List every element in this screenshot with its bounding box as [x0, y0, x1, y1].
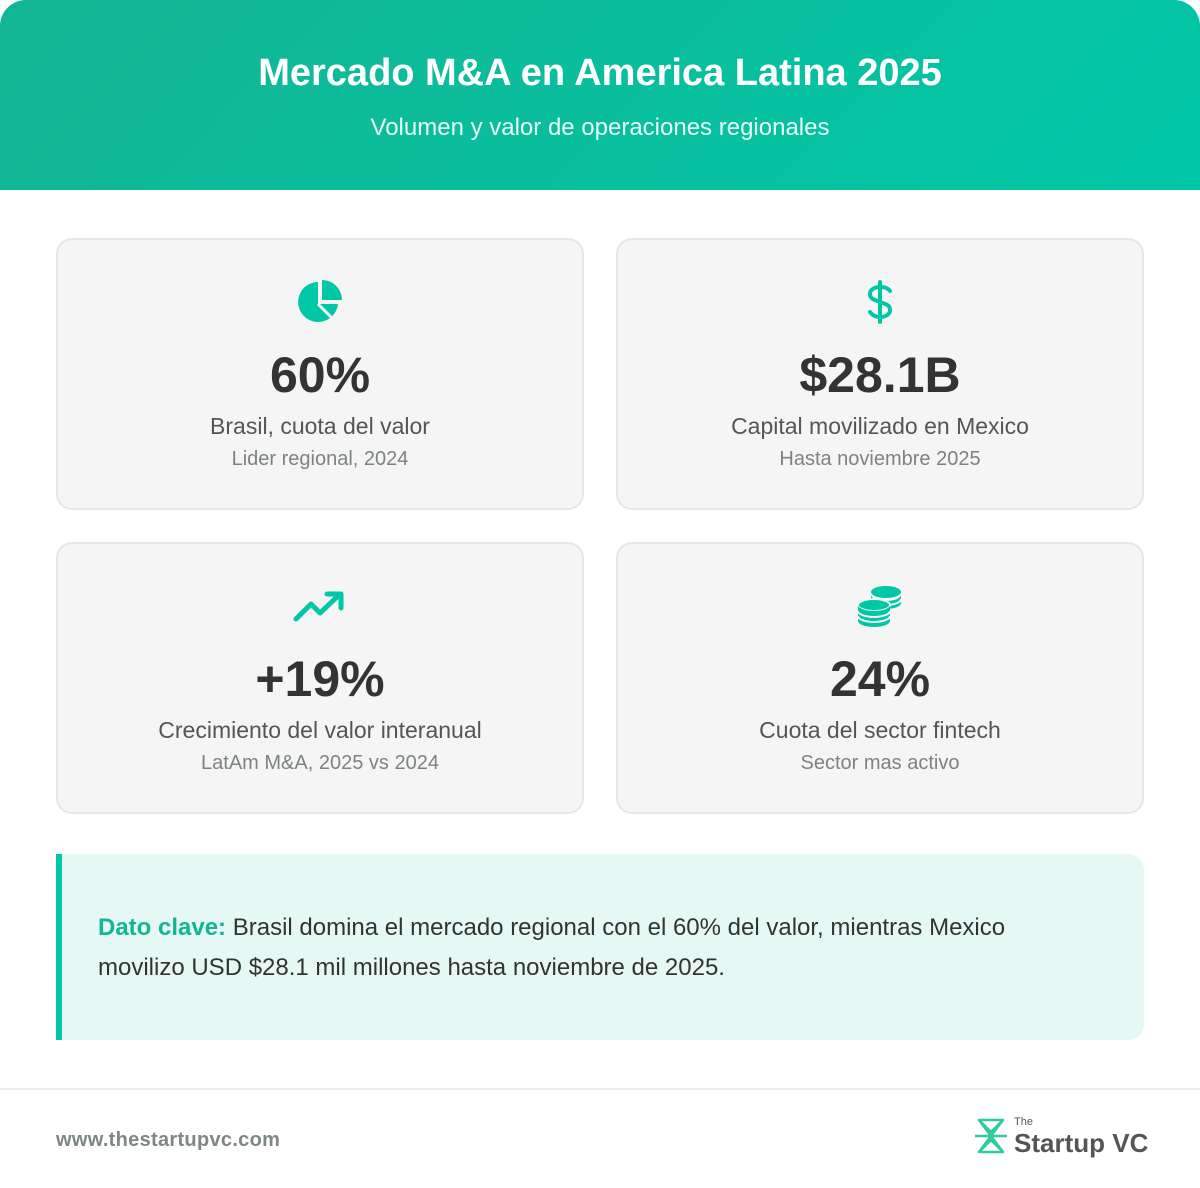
page-subtitle: Volumen y valor de operaciones regionale…	[370, 114, 830, 141]
stat-card-brasil: 60% Brasil, cuota del valor Lider region…	[56, 238, 584, 510]
stat-card-mexico: $28.1B Capital movilizado en Mexico Hast…	[616, 238, 1144, 510]
stat-value: +19%	[255, 651, 385, 707]
dollar-sign-icon	[618, 278, 1142, 326]
logo-the-text: The	[1014, 1116, 1033, 1128]
logo-mark-icon	[975, 1118, 1007, 1154]
insight-key-label: Dato clave:	[98, 914, 227, 941]
startupvc-logo: The Startup VC	[974, 1116, 1148, 1160]
stat-label: Cuota del sector fintech	[759, 717, 1001, 743]
trending-up-icon	[58, 582, 582, 630]
stat-label: Brasil, cuota del valor	[210, 413, 430, 439]
stat-card-growth: +19% Crecimiento del valor interanual La…	[56, 542, 584, 814]
stat-label: Capital movilizado en Mexico	[731, 413, 1029, 439]
stat-value: 60%	[269, 347, 371, 403]
stat-label: Crecimiento del valor interanual	[158, 717, 482, 743]
stat-sublabel: Sector mas activo	[800, 752, 960, 774]
stat-value: $28.1B	[799, 347, 961, 403]
footer: www.thestartupvc.com The Startup VC	[0, 1088, 1200, 1188]
stat-sublabel: Lider regional, 2024	[231, 448, 409, 470]
coins-icon	[618, 582, 1142, 630]
logo-name-text: Startup VC	[1014, 1128, 1149, 1158]
stat-sublabel: Hasta noviembre 2025	[779, 448, 981, 470]
stat-value: 24%	[829, 651, 931, 707]
page-title: Mercado M&A en America Latina 2025	[258, 52, 942, 94]
insight-text: Brasil domina el mercado regional con el…	[98, 914, 1006, 981]
stat-card-fintech: 24% Cuota del sector fintech Sector mas …	[616, 542, 1144, 814]
pie-chart-icon	[58, 278, 582, 326]
website-link[interactable]: www.thestartupvc.com	[56, 1129, 281, 1151]
key-insight-box: Dato clave: Brasil domina el mercado reg…	[56, 854, 1144, 1040]
header-banner: Mercado M&A en America Latina 2025 Volum…	[0, 0, 1200, 190]
stat-sublabel: LatAm M&A, 2025 vs 2024	[201, 752, 439, 774]
